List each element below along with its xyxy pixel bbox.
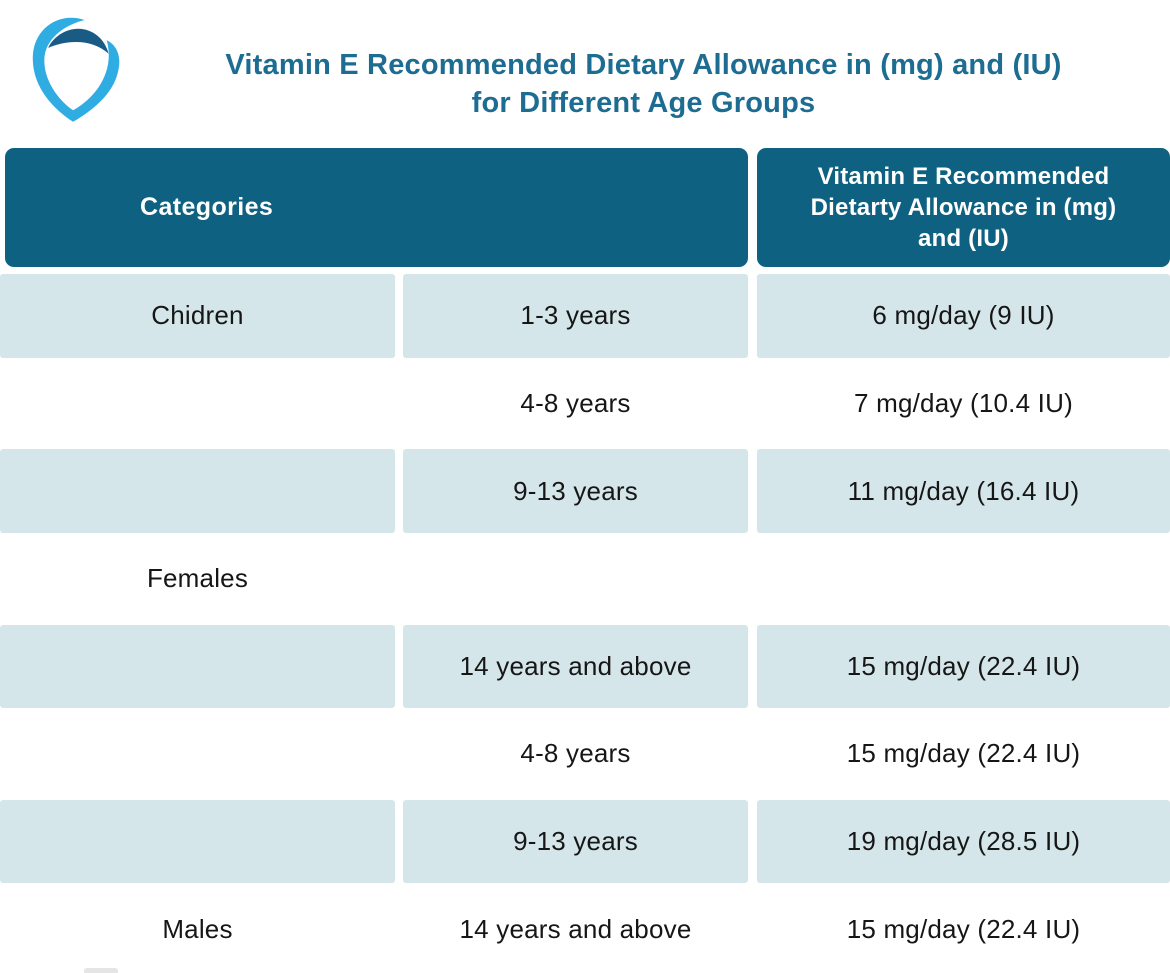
value-cell: 15 mg/day (22.4 IU) xyxy=(846,738,1081,769)
age-cell: 9-13 years xyxy=(403,799,748,884)
value-cell: 15 mg/day (22.4 IU) xyxy=(757,624,1170,709)
age-cell xyxy=(403,537,748,621)
value-cell: 19 mg/day (28.5 IU) xyxy=(757,799,1170,884)
category-cell xyxy=(0,799,395,884)
age-cell: 9-13 years xyxy=(403,449,748,533)
table-header-row: Categories Vitamin E Recommended Dietart… xyxy=(5,148,1170,267)
table-body: Chidren 1-3 years 6 mg/day (9 IU) 4-8 ye… xyxy=(0,272,1170,973)
title-line-2: for Different Age Groups xyxy=(471,87,816,119)
table-row: Chidren 1-3 years 6 mg/day (9 IU) xyxy=(0,272,1170,360)
age-cell: 4-8 years xyxy=(520,738,631,769)
category-cell: Males xyxy=(162,913,233,944)
cutoff-row-artifact xyxy=(84,968,118,973)
title-line-1: Vitamin E Recommended Dietary Allowance … xyxy=(225,49,1062,81)
table-row: 9-13 years 11 mg/day (16.4 IU) xyxy=(0,447,1170,535)
age-cell: 14 years and above xyxy=(403,624,748,709)
value-cell: 6 mg/day (9 IU) xyxy=(757,274,1170,358)
header-cell-categories: Categories xyxy=(5,148,748,267)
header-cell-allowance: Vitamin E Recommended Dietarty Allowance… xyxy=(757,148,1170,267)
table-row: Males 14 years and above 15 mg/day (22.4… xyxy=(0,885,1170,973)
page-title: Vitamin E Recommended Dietary Allowance … xyxy=(125,46,1162,122)
category-cell xyxy=(0,362,395,446)
category-cell: Females xyxy=(146,563,249,594)
age-cell: 14 years and above xyxy=(459,913,692,944)
category-cell xyxy=(0,712,395,796)
value-cell: 7 mg/day (10.4 IU) xyxy=(854,387,1073,418)
category-cell: Chidren xyxy=(0,274,395,358)
table-row: 14 years and above 15 mg/day (22.4 IU) xyxy=(0,623,1170,711)
table-row: 9-13 years 19 mg/day (28.5 IU) xyxy=(0,798,1170,886)
table-row: 4-8 years 15 mg/day (22.4 IU) xyxy=(0,710,1170,798)
table-row: Females xyxy=(0,535,1170,623)
category-cell xyxy=(0,624,395,709)
age-cell: 1-3 years xyxy=(403,274,748,358)
teardrop-logo-icon xyxy=(32,17,120,122)
age-cell: 4-8 years xyxy=(520,387,631,418)
value-cell xyxy=(757,537,1170,621)
value-cell: 15 mg/day (22.4 IU) xyxy=(846,913,1081,944)
value-cell: 11 mg/day (16.4 IU) xyxy=(757,449,1170,533)
table-row: 4-8 years 7 mg/day (10.4 IU) xyxy=(0,360,1170,448)
category-cell xyxy=(0,449,395,533)
